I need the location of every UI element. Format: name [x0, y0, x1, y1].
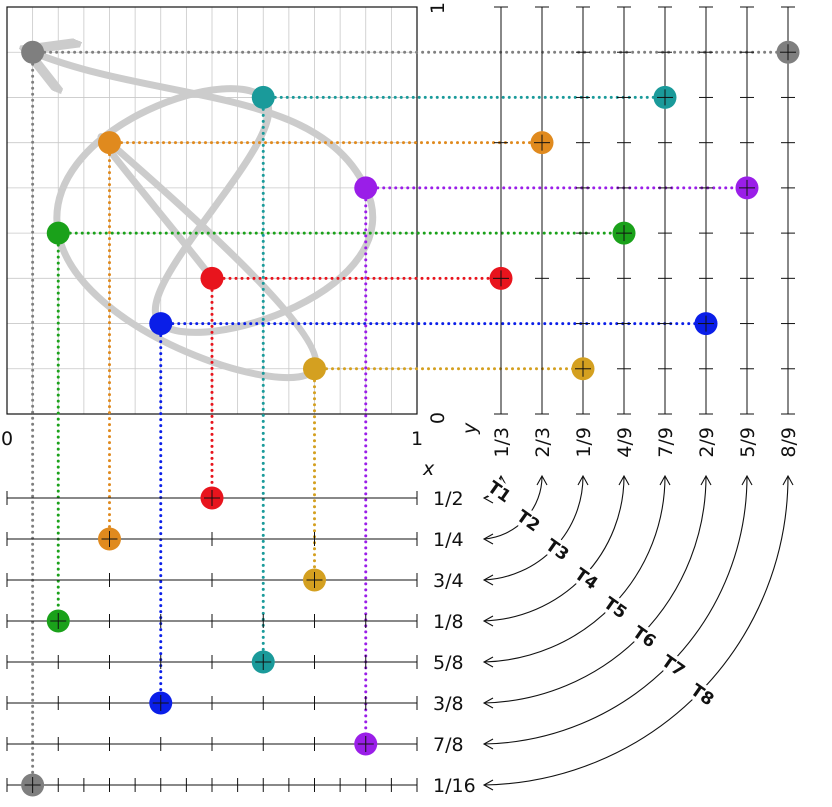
- sample-points: [21, 40, 800, 797]
- row-label: 1/4: [433, 529, 464, 551]
- column-label: 8/9: [778, 427, 800, 458]
- row-label: 3/8: [433, 693, 464, 715]
- square-point: [200, 266, 224, 290]
- connector-label: T6: [629, 622, 660, 652]
- column-label: 4/9: [614, 427, 636, 458]
- y-axis-label: y: [459, 422, 481, 435]
- connector-arrow-left: [482, 779, 494, 791]
- x-axis-label: x: [422, 458, 435, 480]
- row-label: 5/8: [433, 652, 464, 674]
- connector-arrow-top: [659, 474, 671, 486]
- square-point: [251, 85, 275, 109]
- visit-order-curve: [33, 52, 377, 381]
- connector-arrow-top: [741, 474, 753, 486]
- connector-label-background: [482, 475, 517, 508]
- square-point: [98, 131, 121, 155]
- square-point: [354, 176, 378, 200]
- connector-arrow-top: [618, 474, 630, 486]
- connector-label-background: [685, 678, 720, 711]
- row-label: 7/8: [433, 734, 464, 756]
- connector-label: T4: [571, 564, 602, 594]
- connector-label: T2: [513, 506, 544, 536]
- row-label: 1/8: [433, 611, 464, 633]
- connector-label: T7: [658, 651, 689, 681]
- square-point: [149, 312, 173, 336]
- column-label: 5/9: [737, 427, 759, 458]
- connector-label: T5: [600, 593, 631, 623]
- x-projection-rows: 1/2 1/4 3/4 1/8 5/8 3/8 7/8 1/16: [6, 488, 476, 797]
- square-point: [46, 221, 70, 245]
- connector-arrow-top: [782, 474, 794, 486]
- visit-order-path: [33, 52, 377, 381]
- column-label: 1/3: [491, 427, 513, 458]
- connector-arrow-left: [482, 574, 494, 586]
- square-y-min-label: 0: [427, 412, 449, 424]
- connector-arrow-left: [482, 533, 494, 545]
- connector-arrow-left: [482, 615, 494, 627]
- connector-arrow-left: [482, 697, 494, 709]
- square-x-max-label: 1: [411, 428, 423, 450]
- column-label: 2/3: [532, 427, 554, 458]
- connector-arrow-top: [577, 474, 589, 486]
- column-label: 1/9: [573, 427, 595, 458]
- connector-label-background: [511, 504, 546, 537]
- square-point: [303, 357, 326, 381]
- y-projection-columns: 1/3 2/3 1/9 4/9 7/9 2/9 5/9 8/9: [491, 6, 800, 458]
- unit-square-border: [6, 6, 418, 415]
- connector-arrow-top: [700, 474, 712, 486]
- connector-arrow-top: [536, 474, 548, 486]
- connector-label-background: [569, 562, 604, 595]
- connector-label-background: [540, 533, 575, 566]
- connector-label: T3: [542, 535, 573, 565]
- column-label: 7/9: [655, 427, 677, 458]
- connector-label: T1: [484, 477, 515, 507]
- square-y-max-label: 1: [427, 2, 449, 14]
- row-label: 1/2: [433, 488, 464, 510]
- row-label: 1/16: [433, 775, 476, 797]
- connector-label-background: [598, 591, 633, 624]
- row-label: 3/4: [433, 570, 464, 592]
- connector-label: T8: [687, 680, 718, 710]
- connector-label-background: [656, 649, 691, 682]
- connector-arrow-left: [482, 738, 494, 750]
- square-x-min-label: 0: [1, 428, 13, 450]
- projection-lines: [31, 50, 790, 787]
- column-label: 2/9: [696, 427, 718, 458]
- square-point: [21, 40, 45, 64]
- connector-arrow-left: [482, 656, 494, 668]
- connector-label-background: [627, 620, 662, 653]
